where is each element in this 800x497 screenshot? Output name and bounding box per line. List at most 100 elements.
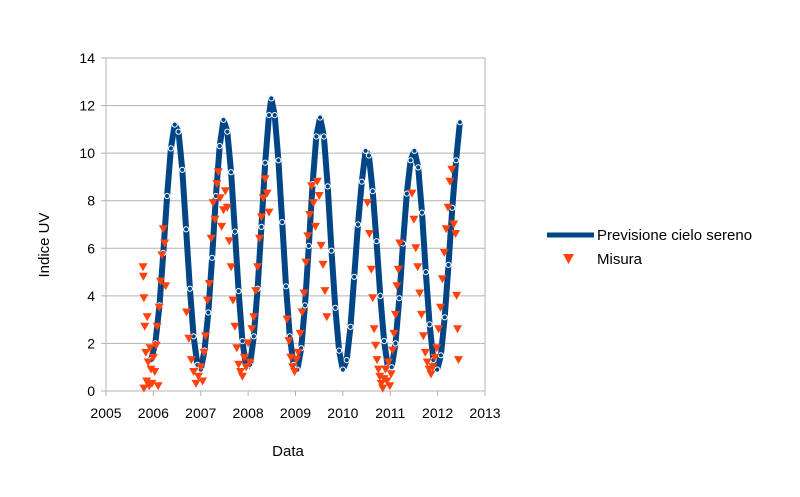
measurement-point-25	[184, 334, 194, 343]
y-tick-label: 14	[79, 50, 95, 66]
y-axis: 0 2 4 6 8 10 12 14	[79, 50, 106, 399]
forecast-point-7	[175, 128, 182, 135]
measurement-point-93	[368, 294, 378, 303]
forecast-point-27	[250, 333, 257, 340]
measurement-point-4	[140, 322, 150, 331]
measurement-point-73	[291, 356, 301, 365]
measurement-point-116	[413, 263, 423, 272]
measurement-point-78	[301, 258, 311, 267]
measurement-point-70	[286, 353, 296, 362]
forecast-point-82	[456, 119, 463, 126]
measurement-point-137	[452, 291, 462, 300]
measurement-point-33	[201, 332, 210, 341]
measurement-point-49	[230, 322, 240, 331]
measurement-point-48	[228, 296, 238, 305]
measurement-point-108	[389, 329, 399, 338]
measurement-point-100	[378, 384, 388, 393]
measurement-point-41	[215, 194, 225, 203]
forecast-point-23	[235, 288, 242, 295]
forecast-point-74	[426, 321, 433, 328]
measurement-point-60	[251, 287, 261, 296]
measurement-point-77	[299, 289, 309, 298]
measurement-point-92	[366, 265, 376, 274]
forecast-point-5	[167, 145, 174, 152]
measurement-point-105	[385, 382, 395, 391]
forecast-point-71	[415, 164, 422, 171]
measurement-point-57	[245, 358, 255, 367]
measurement-point-55	[241, 363, 251, 372]
forecast-point-19	[220, 116, 227, 123]
forecast-point-73	[422, 269, 429, 276]
measurement-point-14	[150, 368, 160, 376]
forecast-point-76	[434, 366, 441, 373]
y-tick-label: 8	[87, 193, 95, 209]
measurement-point-128	[436, 303, 445, 312]
forecast-point-46	[320, 133, 327, 140]
measurement-point-64	[258, 194, 268, 203]
measurement-point-81	[307, 182, 317, 191]
measurement-point-23	[161, 282, 171, 291]
measurement-point-96	[372, 356, 382, 365]
y-tick-label: 0	[87, 383, 95, 399]
measurement-point-35	[204, 280, 214, 288]
forecast-point-29	[258, 223, 265, 230]
y-tick-label: 12	[79, 98, 95, 114]
measurement-point-114	[409, 215, 419, 224]
measurement-point-98	[375, 372, 385, 381]
x-tick-label: 2011	[375, 405, 405, 421]
measurement-point-139	[454, 356, 463, 365]
forecast-point-65	[392, 340, 399, 347]
measurement-point-123	[426, 370, 436, 379]
measurement-point-88	[320, 287, 330, 296]
measurement-point-126	[432, 344, 442, 353]
measurement-point-136	[451, 230, 461, 238]
measurement-point-119	[418, 332, 428, 341]
forecast-point-50	[336, 347, 343, 354]
x-tick-label: 2013	[469, 405, 500, 421]
measurement-point-32	[199, 348, 209, 357]
forecast-point-66	[396, 295, 403, 302]
y-tick-label: 6	[87, 240, 95, 256]
measurement-point-103	[382, 377, 392, 386]
measurement-point-87	[318, 260, 328, 269]
forecast-point-20	[224, 128, 231, 135]
measurement-point-28	[191, 379, 201, 388]
measurement-point-31	[198, 377, 208, 386]
measurement-point-97	[373, 365, 383, 374]
measurement-point-72	[290, 368, 300, 376]
measurement-point-11	[146, 365, 156, 374]
forecast-point-41	[301, 302, 309, 309]
measurement-point-133	[445, 177, 455, 186]
measurement-point-106	[386, 370, 396, 379]
measurement-point-3	[139, 384, 149, 393]
measurement-point-18	[154, 303, 164, 312]
measurement-point-6	[142, 377, 152, 386]
forecast-point-24	[239, 338, 246, 345]
measurement-point-2	[139, 294, 149, 303]
measurement-point-76	[297, 308, 307, 317]
measurement-point-82	[309, 199, 318, 208]
measurement-point-109	[391, 310, 400, 319]
forecast-point-81	[453, 157, 460, 164]
forecast-point-56	[358, 178, 365, 185]
forecast-point-72	[418, 209, 426, 216]
forecast-point-32	[268, 95, 275, 102]
measurement-point-58	[247, 325, 257, 334]
measurement-point-1	[138, 272, 148, 281]
measurement-point-17	[153, 382, 163, 391]
measurement-point-131	[441, 225, 451, 234]
measurement-point-10	[145, 344, 155, 353]
measurement-point-85	[314, 192, 324, 200]
forecast-point-8	[179, 166, 186, 173]
measurement-point-52	[236, 368, 245, 376]
measurement-point-16	[152, 322, 162, 331]
measurement-point-62	[255, 234, 264, 243]
measurement-point-59	[249, 313, 259, 322]
forecast-point-15	[205, 309, 212, 316]
measurement-point-46	[224, 237, 234, 246]
measurement-point-94	[369, 325, 379, 334]
measurement-point-50	[232, 344, 242, 353]
measurement-point-118	[417, 310, 426, 319]
measurement-point-5	[141, 348, 151, 357]
y-tick-label: 2	[87, 335, 95, 351]
